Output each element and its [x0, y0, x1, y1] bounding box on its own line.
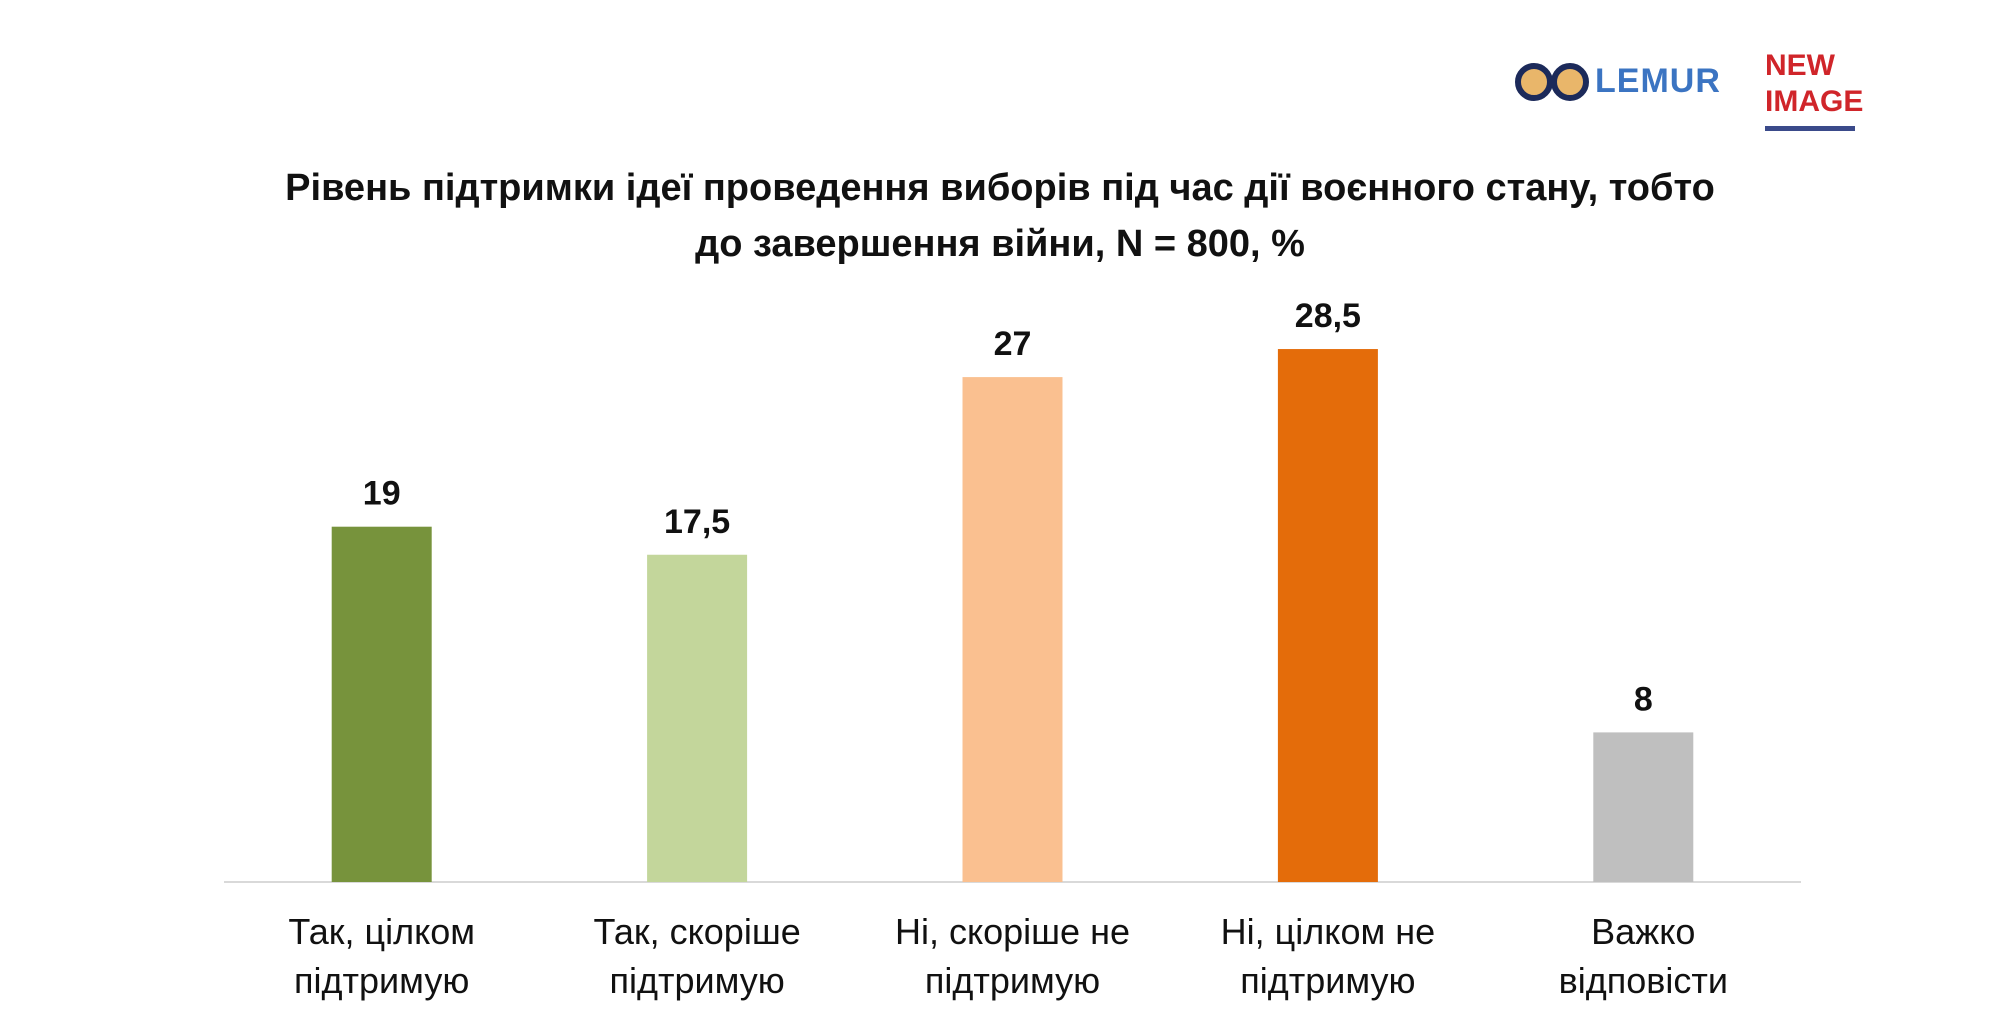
lemur-eye-icon — [1551, 62, 1589, 101]
bar — [1277, 349, 1378, 882]
bar — [331, 526, 432, 882]
new-image-logo-underline — [1765, 126, 1855, 131]
data-label: 27 — [994, 325, 1032, 363]
data-label: 17,5 — [664, 503, 730, 541]
bar — [1593, 732, 1694, 882]
category-label: підтримую — [925, 960, 1100, 1001]
category-label: Важко — [1591, 911, 1695, 952]
bar — [647, 554, 748, 882]
category-label: Ні, скоріше не — [895, 911, 1130, 952]
category-label: Так, цілком — [288, 911, 475, 952]
bar — [962, 377, 1063, 882]
category-label: відповісти — [1559, 960, 1728, 1001]
chart-title-line: Рівень підтримки ідеї проведення виборів… — [285, 167, 1715, 209]
lemur-logo-text: LEMUR — [1595, 62, 1721, 100]
category-label: підтримую — [609, 960, 784, 1001]
new-image-logo-text: NEW IMAGE — [1765, 49, 1864, 118]
lemur-logo: LEMUR — [1515, 62, 1721, 101]
category-label: підтримую — [1240, 960, 1415, 1001]
category-label: Ні, цілком не — [1221, 911, 1435, 952]
data-label: 19 — [363, 475, 401, 513]
data-label: 28,5 — [1295, 297, 1361, 335]
chart-title-line: до завершення війни, N = 800, % — [695, 223, 1305, 265]
new-image-logo: NEW IMAGE — [1765, 48, 1885, 131]
data-label: 8 — [1634, 680, 1653, 718]
lemur-eye-icon — [1515, 62, 1553, 101]
category-label: Так, скоріше — [593, 911, 800, 952]
category-label: підтримую — [294, 960, 469, 1001]
chart-title: Рівень підтримки ідеї проведення виборів… — [0, 160, 2000, 272]
